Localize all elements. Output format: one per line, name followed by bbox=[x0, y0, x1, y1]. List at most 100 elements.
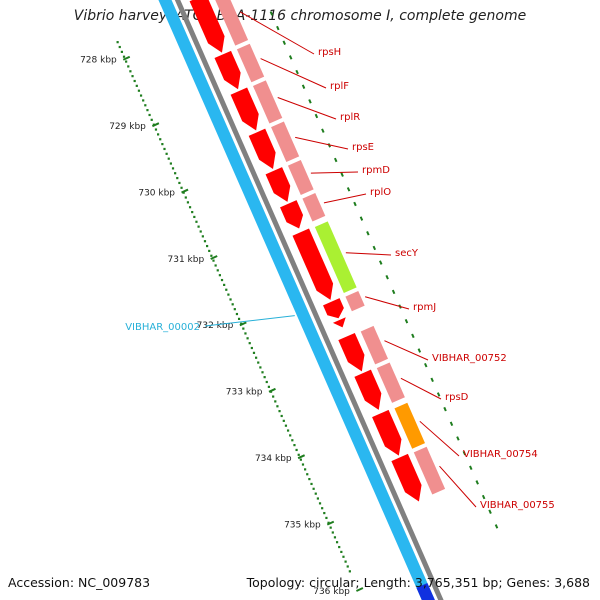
outer-ruler-dash bbox=[353, 201, 357, 207]
ruler-dot bbox=[167, 157, 170, 160]
ruler-dot bbox=[214, 264, 217, 267]
ruler-dot bbox=[250, 346, 253, 350]
ruler-tick bbox=[122, 55, 131, 61]
ruler-dot bbox=[120, 50, 123, 53]
ruler-dot bbox=[127, 65, 130, 68]
outer-ruler-dash bbox=[488, 509, 492, 514]
gene-arrow-rpsD bbox=[354, 369, 382, 410]
ruler-dot bbox=[188, 206, 192, 209]
ruler-dot bbox=[116, 41, 119, 44]
ruler-tick-label: 730 kbp bbox=[138, 188, 175, 198]
ruler-dot bbox=[308, 477, 311, 481]
ruler-dot bbox=[201, 235, 204, 238]
gene-label-secY: secY bbox=[395, 248, 419, 259]
ruler-dot bbox=[321, 507, 324, 510]
gene-arrow-small bbox=[332, 317, 346, 328]
ruler-dot bbox=[282, 419, 285, 422]
ruler-dot bbox=[348, 570, 351, 573]
ruler-tick-label: 735 kbp bbox=[284, 520, 321, 530]
ruler-dot bbox=[199, 230, 202, 233]
gene-track-VIBHAR_00752 bbox=[360, 325, 389, 365]
ruler-tick-label: 729 kbp bbox=[109, 122, 146, 132]
ruler-dot bbox=[165, 152, 168, 155]
leader-VIBHAR_00754 bbox=[419, 420, 460, 457]
ruler-dot bbox=[244, 332, 247, 335]
outer-ruler-dash bbox=[295, 69, 299, 75]
topology-text: Topology: circular; Length: 3,765,351 bp… bbox=[246, 575, 590, 590]
leader-rpsH bbox=[239, 11, 315, 55]
gene-track-rplF bbox=[236, 43, 265, 83]
ruler-tick bbox=[181, 188, 189, 194]
ruler-dot bbox=[133, 79, 136, 83]
ruler-dot bbox=[171, 167, 175, 170]
gene-arrow-rplF bbox=[214, 50, 241, 90]
gene-label-VIBHAR_00752: VIBHAR_00752 bbox=[432, 353, 507, 364]
backbone-band bbox=[158, 0, 435, 600]
outer-ruler-dash bbox=[404, 318, 409, 324]
ruler-dot bbox=[154, 128, 158, 131]
ruler-dot bbox=[274, 400, 277, 403]
ruler-tick bbox=[210, 255, 218, 260]
ruler-dot bbox=[180, 186, 183, 189]
ruler-dot bbox=[265, 380, 268, 384]
ruler-dot bbox=[299, 458, 302, 461]
leader-VIBHAR_00752 bbox=[384, 340, 429, 361]
ruler-dot bbox=[333, 536, 337, 539]
gene-label-VIBHAR_00754: VIBHAR_00754 bbox=[463, 449, 538, 460]
gene-label-rplR: rplR bbox=[340, 112, 360, 123]
outer-ruler-dash bbox=[372, 245, 377, 251]
ruler-dot bbox=[231, 303, 234, 306]
ruler-dot bbox=[255, 356, 258, 359]
outer-ruler-dash bbox=[481, 494, 486, 500]
ruler-dot bbox=[310, 482, 313, 486]
gene-label-rpmD: rpmD bbox=[362, 165, 390, 176]
outer-ruler-dash bbox=[391, 289, 396, 295]
leader-rpmJ bbox=[365, 296, 410, 310]
ruler-dot bbox=[289, 434, 292, 437]
outer-ruler-dash bbox=[456, 436, 460, 441]
ruler-dot bbox=[297, 453, 300, 456]
gene-arrow-rpsE bbox=[248, 128, 276, 169]
gene-track-rpmJ bbox=[345, 291, 365, 312]
gene-label-rpmJ: rpmJ bbox=[413, 302, 436, 313]
ruler-dot bbox=[125, 60, 128, 63]
ruler-tick-label: 736 kbp bbox=[313, 587, 350, 597]
gene-track-rplO bbox=[302, 193, 326, 222]
ruler-dot bbox=[259, 366, 262, 369]
ruler-dot bbox=[344, 560, 347, 563]
outer-ruler-dash bbox=[417, 348, 422, 353]
gene-arrow-rpmJ bbox=[323, 298, 344, 319]
ruler-dot bbox=[193, 215, 196, 219]
ruler-dot bbox=[284, 424, 288, 427]
ruler-dot bbox=[272, 395, 275, 398]
ruler-dot bbox=[227, 293, 230, 296]
ruler-tick bbox=[326, 520, 335, 526]
ruler-dot bbox=[301, 463, 305, 466]
leader-VIBHAR_00755 bbox=[439, 465, 477, 508]
leader-rpsD bbox=[400, 377, 442, 400]
outer-ruler-dash bbox=[269, 11, 274, 16]
ruler-dot bbox=[220, 278, 224, 282]
ruler-dot bbox=[135, 84, 138, 87]
outer-ruler-dash bbox=[346, 187, 351, 192]
ruler-dot bbox=[242, 327, 245, 330]
outer-ruler-dash bbox=[430, 377, 434, 383]
ruler-dot bbox=[252, 351, 256, 354]
ruler-dot bbox=[159, 138, 162, 141]
ruler-dot bbox=[191, 210, 194, 214]
ruler-dot bbox=[263, 376, 266, 379]
ruler-dot bbox=[286, 429, 290, 432]
gene-track-secY bbox=[314, 221, 357, 293]
ruler-dot bbox=[216, 269, 219, 272]
gene-arrow-rpmD bbox=[265, 167, 291, 202]
ruler-tick bbox=[268, 387, 276, 393]
ruler-dot bbox=[257, 361, 260, 364]
ruler-dot bbox=[148, 113, 151, 117]
gene-label-rpsD: rpsD bbox=[445, 392, 469, 403]
ruler-dot bbox=[342, 555, 345, 558]
ruler-dot bbox=[338, 545, 341, 549]
ruler-dot bbox=[186, 201, 190, 204]
ruler-tick bbox=[355, 587, 364, 592]
outer-ruler-dash bbox=[379, 260, 383, 265]
outer-ruler-dash bbox=[475, 480, 479, 485]
